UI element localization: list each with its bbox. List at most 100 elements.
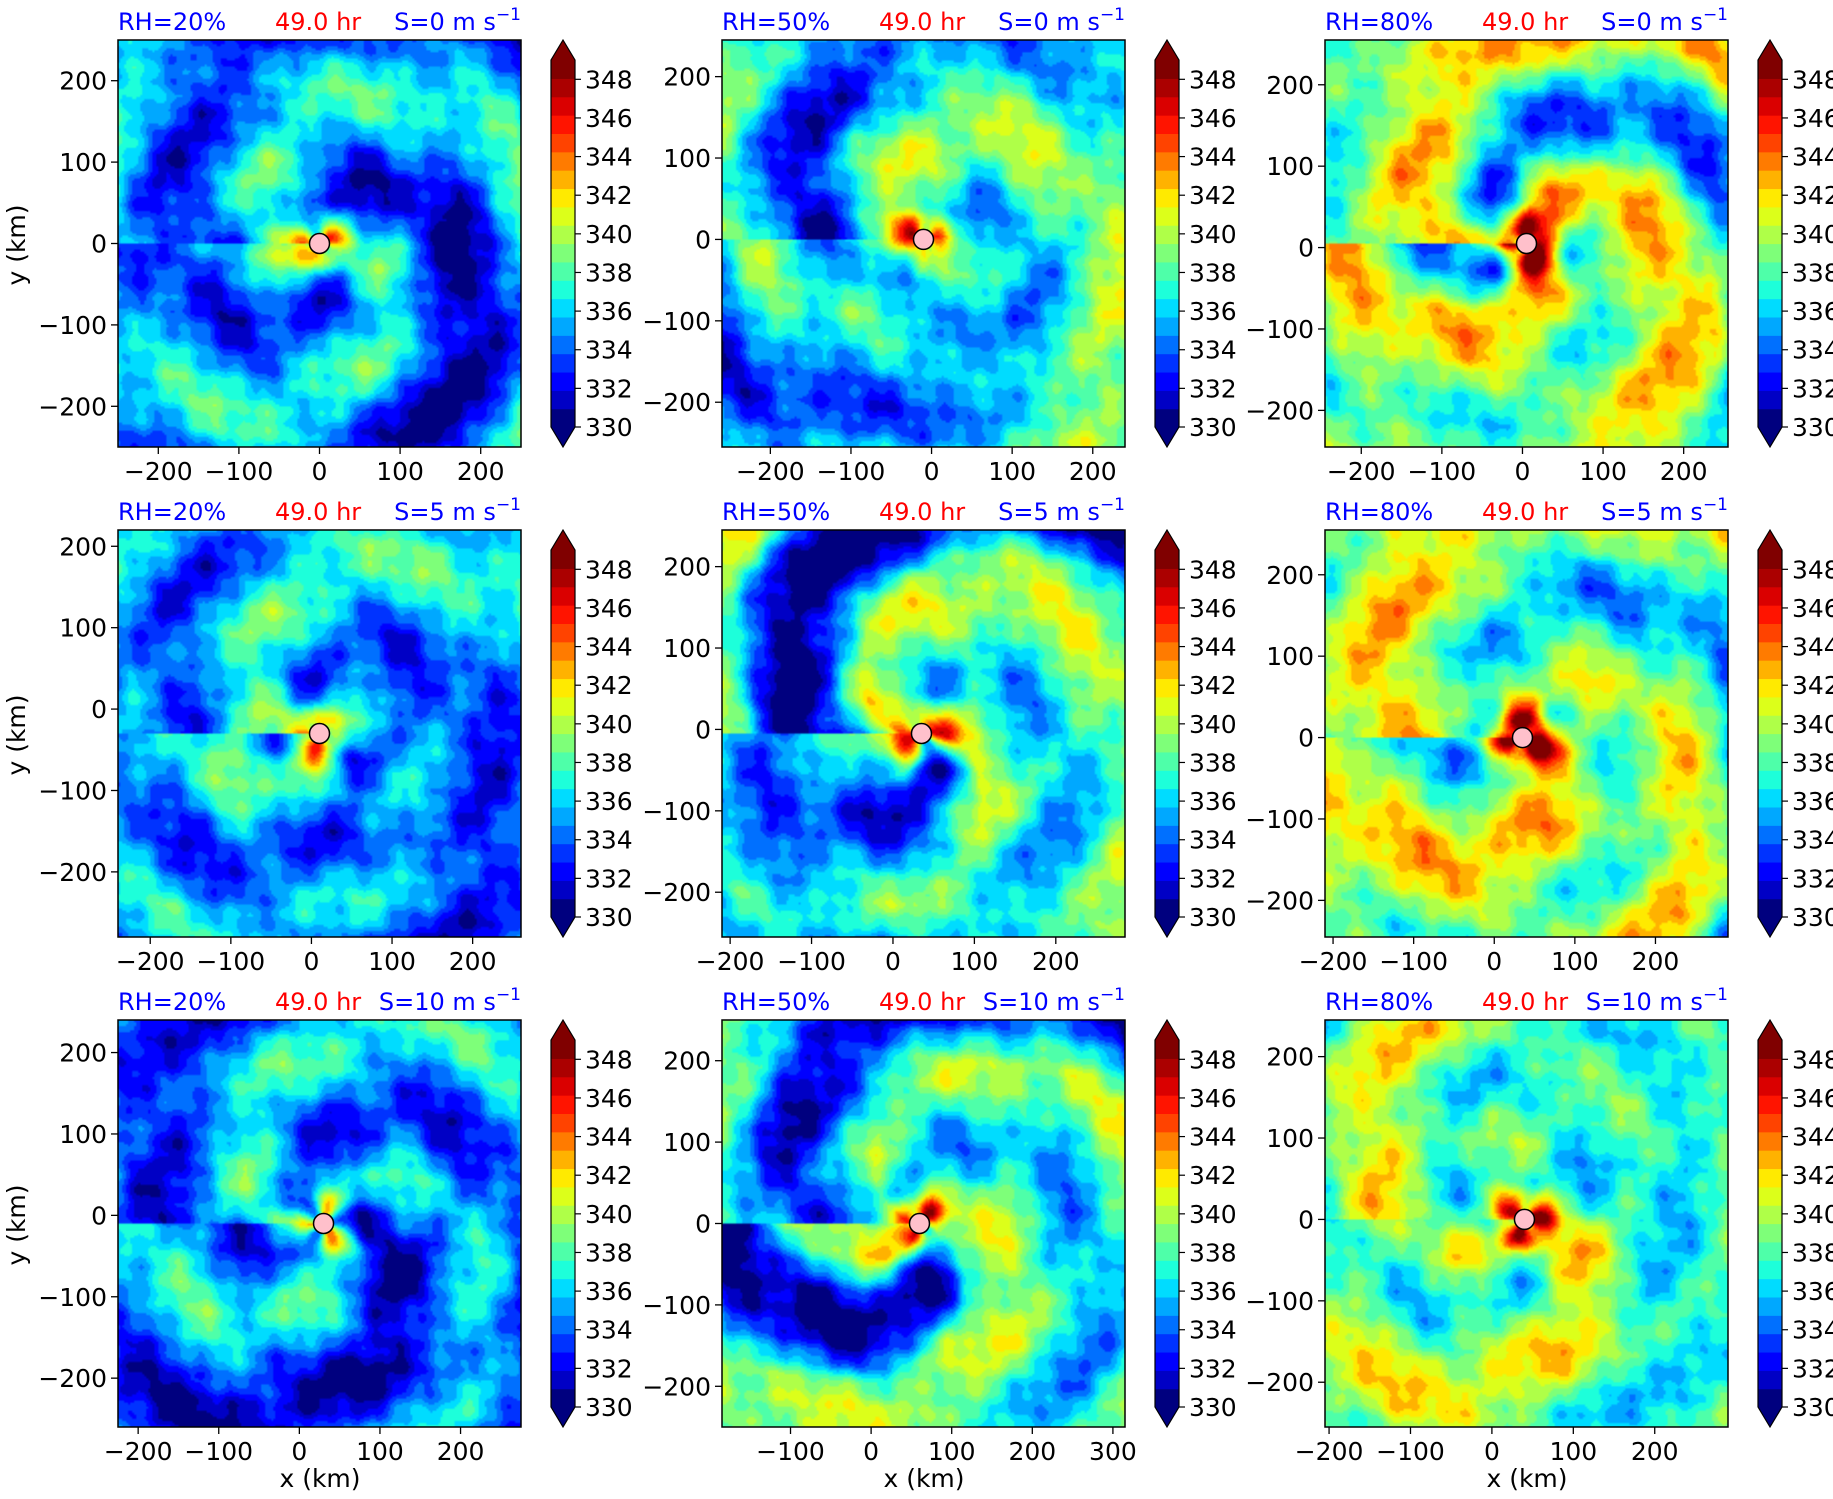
colorbar-segment [1155, 1076, 1179, 1096]
colorbar-segment [1758, 880, 1782, 900]
colorbar-segment [551, 1205, 575, 1225]
colorbar-tick-label: 338 [585, 1238, 633, 1267]
colorbar-segment [1758, 115, 1782, 134]
panel: −200 −100 0 100 200 −200 −100 0 100 200 RH=50% 49.0… [642, 495, 1236, 976]
colorbar-extend-max [1155, 40, 1179, 60]
colorbar-tick-label: 336 [1189, 297, 1237, 326]
colorbar-segment [551, 788, 575, 808]
colorbar-segment [1758, 861, 1782, 881]
colorbar-segment [1758, 151, 1782, 171]
x-tick-label: 200 [457, 457, 505, 486]
shear-title: S=10 m s−1 [1586, 985, 1728, 1016]
y-tick-label: 100 [1266, 642, 1314, 671]
colorbar-tick-label: 334 [585, 336, 633, 365]
colorbar-segment [1155, 60, 1179, 79]
x-tick-label: −100 [777, 947, 846, 976]
colorbar-segment [551, 861, 575, 881]
x-tick-label: 100 [928, 1437, 976, 1466]
colorbar-segment [1758, 1315, 1782, 1335]
colorbar-segment [551, 568, 575, 588]
x-tick-label: 200 [1032, 947, 1080, 976]
colorbar-tick-label: 340 [1792, 1200, 1833, 1229]
plot-frame [117, 529, 522, 938]
y-tick-label: 200 [663, 553, 711, 582]
x-tick-label: −200 [104, 1437, 173, 1466]
colorbar-segment [1155, 605, 1179, 624]
colorbar-extend-min [551, 427, 575, 447]
colorbar-segment [551, 390, 575, 410]
colorbar-segment [551, 335, 575, 355]
y-tick-label: −200 [642, 878, 711, 907]
colorbar-segment [1155, 335, 1179, 355]
colorbar-tick-label: 332 [1189, 864, 1237, 893]
colorbar-tick-label: 342 [1189, 181, 1237, 210]
y-tick-label: 100 [59, 148, 107, 177]
colorbar-segment [1758, 678, 1782, 698]
storm-center-marker [908, 1212, 931, 1235]
colorbar-segment [551, 825, 575, 845]
colorbar-segment [551, 605, 575, 624]
colorbar-segment [1155, 1040, 1179, 1059]
y-tick-label: −100 [1245, 1287, 1314, 1316]
time-title: 49.0 hr [275, 988, 361, 1016]
colorbar-segment [1155, 1388, 1179, 1408]
colorbar-segment [551, 115, 575, 134]
colorbar-tick-label: 332 [585, 1354, 633, 1383]
x-axis-label: x (km) [883, 1464, 964, 1493]
colorbar-segment [1758, 806, 1782, 826]
x-tick-label: 0 [863, 1437, 879, 1466]
x-tick-label: −200 [116, 947, 185, 976]
colorbar-tick-label: 338 [585, 258, 633, 287]
panel: −200 −100 0 100 200 −200 −100 0 100 200 RH=80% 49.0… [1245, 495, 1833, 976]
colorbar-segment [1758, 550, 1782, 569]
x-tick-label: 200 [1631, 1437, 1679, 1466]
plot-frame [1324, 529, 1729, 938]
colorbar-segment [1758, 1260, 1782, 1280]
y-tick-label: −100 [642, 307, 711, 336]
shear-title: S=5 m s−1 [394, 495, 521, 526]
y-tick-label: −200 [1245, 886, 1314, 915]
x-tick-label: 0 [1486, 947, 1502, 976]
colorbar-segment [551, 751, 575, 771]
colorbar-segment [1155, 1168, 1179, 1188]
colorbar-segment [1758, 1370, 1782, 1390]
colorbar-tick-label: 348 [585, 1045, 633, 1074]
colorbar-segment [551, 1260, 575, 1280]
colorbar-tick-label: 346 [1792, 104, 1833, 133]
colorbar-segment [1155, 243, 1179, 263]
colorbar-tick-label: 334 [1189, 1316, 1237, 1345]
colorbar: 330 332 334 336 338 340 342 344 346 348 [1757, 1018, 1833, 1429]
colorbar-tick-label: 348 [1792, 1045, 1833, 1074]
colorbar-extend-max [1758, 40, 1782, 60]
y-tick-label: −100 [642, 1291, 711, 1320]
colorbar-segment [1155, 788, 1179, 808]
x-tick-label: −200 [1327, 457, 1396, 486]
shear-exponent: −1 [496, 5, 521, 25]
y-tick-label: 200 [663, 1047, 711, 1076]
x-tick-label: 100 [1549, 1437, 1597, 1466]
x-tick-label: −100 [817, 457, 886, 486]
colorbar-tick-label: 348 [1189, 65, 1237, 94]
y-tick-label: 200 [1266, 1043, 1314, 1072]
colorbar-segment [1155, 1095, 1179, 1114]
colorbar-segment [1155, 660, 1179, 680]
storm-center-marker [308, 722, 331, 745]
colorbar-tick-label: 336 [1792, 297, 1833, 326]
colorbar-tick-label: 332 [1792, 864, 1833, 893]
colorbar-segment [551, 1278, 575, 1298]
colorbar-tick-label: 338 [585, 748, 633, 777]
y-tick-label: 0 [91, 1201, 107, 1230]
colorbar-extend-max [1758, 530, 1782, 550]
y-tick-label: −200 [642, 388, 711, 417]
y-tick-label: 200 [59, 532, 107, 561]
colorbar-tick-label: 346 [1189, 104, 1237, 133]
y-tick-label: 100 [663, 144, 711, 173]
colorbar-segment [551, 586, 575, 606]
colorbar-tick-label: 334 [1792, 826, 1833, 855]
colorbar-segment [1155, 751, 1179, 771]
y-tick-label: −100 [642, 797, 711, 826]
colorbar-tick-label: 330 [1792, 413, 1833, 442]
x-tick-label: −100 [756, 1437, 825, 1466]
colorbar-tick-label: 346 [1189, 594, 1237, 623]
colorbar-segment [1758, 641, 1782, 661]
